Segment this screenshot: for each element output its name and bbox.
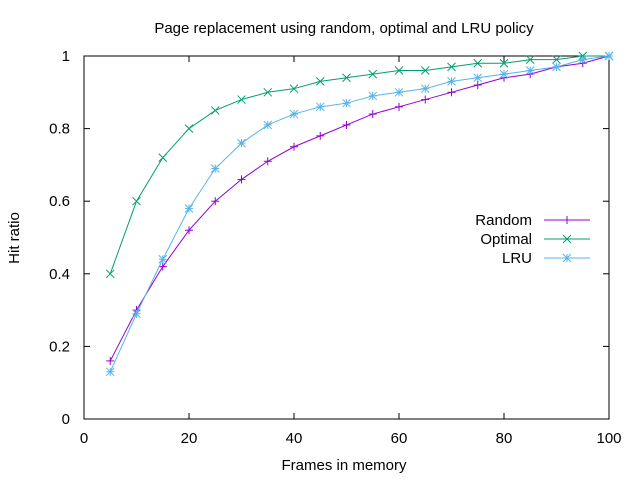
- data-point-random: [473, 81, 482, 90]
- data-point-optimal: [394, 66, 404, 75]
- data-point-lru: [289, 109, 299, 119]
- data-point-optimal: [552, 55, 561, 64]
- data-point-random: [158, 262, 167, 271]
- y-tick-label: 1: [62, 48, 70, 65]
- data-point-lru: [525, 66, 535, 75]
- data-point-lru: [105, 367, 115, 377]
- data-point-random: [421, 95, 430, 104]
- data-point-optimal: [315, 77, 325, 86]
- series-layer: [105, 51, 614, 377]
- y-tick-label: 0.2: [49, 338, 70, 355]
- data-point-optimal: [237, 95, 246, 104]
- data-point-random: [342, 120, 351, 129]
- y-axis: 0 0.2 0.4 0.6 0.8 1: [49, 48, 609, 428]
- data-point-random: [368, 110, 377, 119]
- data-point-random: [316, 131, 325, 140]
- data-point-optimal: [499, 58, 509, 68]
- x-tick-label: 20: [181, 430, 198, 447]
- data-point-lru: [342, 98, 351, 108]
- data-point-lru: [420, 84, 430, 94]
- data-point-random: [211, 197, 220, 206]
- legend: Random Optimal LRU: [475, 212, 590, 267]
- series-optimal: [105, 51, 614, 279]
- y-tick-label: 0.6: [49, 193, 70, 210]
- data-point-lru: [473, 73, 483, 83]
- data-point-optimal: [263, 87, 273, 97]
- data-point-optimal: [289, 84, 299, 94]
- data-point-lru: [578, 55, 588, 64]
- x-tick-label: 40: [286, 430, 303, 447]
- data-point-random: [290, 142, 298, 151]
- data-point-lru: [499, 69, 509, 79]
- data-point-optimal: [105, 269, 115, 279]
- data-point-lru: [394, 87, 404, 97]
- data-point-lru: [132, 309, 141, 319]
- legend-entry-random: Random: [475, 212, 590, 229]
- legend-label-random: Random: [475, 212, 532, 229]
- legend-marker-lru: [562, 253, 572, 263]
- y-tick-label: 0: [62, 411, 70, 428]
- x-tick-label: 60: [391, 430, 408, 447]
- data-point-random: [395, 102, 403, 111]
- legend-label-lru: LRU: [502, 250, 532, 267]
- data-point-optimal: [132, 196, 141, 206]
- data-point-random: [447, 88, 456, 97]
- series-random: [106, 52, 613, 365]
- x-axis-label: Frames in memory: [281, 457, 407, 474]
- y-tick-label: 0.4: [49, 266, 70, 283]
- data-point-lru: [237, 138, 246, 148]
- data-point-optimal: [158, 153, 168, 162]
- data-point-random: [106, 356, 115, 365]
- plot-frame: [83, 55, 610, 420]
- x-tick-label: 80: [496, 430, 513, 447]
- data-point-lru: [368, 91, 378, 101]
- y-axis-label: Hit ratio: [6, 212, 23, 264]
- legend-entry-lru: LRU: [502, 250, 590, 267]
- data-point-lru: [447, 77, 456, 86]
- legend-marker-random: [563, 216, 571, 224]
- y-tick-label: 0.8: [49, 121, 70, 138]
- data-point-optimal: [368, 69, 378, 79]
- series-lru: [105, 51, 614, 377]
- data-point-lru: [315, 102, 325, 112]
- data-point-lru: [158, 254, 168, 264]
- data-point-optimal: [525, 55, 535, 64]
- data-point-optimal: [342, 73, 351, 83]
- x-tick-label: 100: [596, 430, 621, 447]
- data-point-random: [263, 157, 272, 166]
- data-point-random: [237, 175, 246, 184]
- x-tick-label: 0: [80, 430, 88, 447]
- data-point-lru: [210, 164, 220, 173]
- data-point-optimal: [210, 106, 220, 115]
- data-point-optimal: [473, 58, 483, 68]
- data-point-optimal: [447, 62, 456, 72]
- series-line-optimal: [109, 55, 609, 274]
- data-point-lru: [184, 204, 194, 213]
- x-axis: 0 20 40 60 80 100: [80, 56, 622, 447]
- data-point-lru: [604, 51, 614, 61]
- series-line-random: [109, 55, 610, 362]
- legend-entry-optimal: Optimal: [480, 231, 590, 248]
- plot-border: [83, 55, 610, 420]
- data-point-optimal: [184, 124, 194, 133]
- legend-label-optimal: Optimal: [480, 231, 532, 248]
- data-point-optimal: [420, 66, 430, 75]
- chart-title: Page replacement using random, optimal a…: [154, 20, 534, 37]
- data-point-lru: [552, 62, 561, 72]
- legend-marker-optimal: [562, 234, 572, 244]
- data-point-lru: [263, 120, 273, 130]
- data-point-random: [185, 226, 193, 235]
- series-line-lru: [109, 55, 610, 373]
